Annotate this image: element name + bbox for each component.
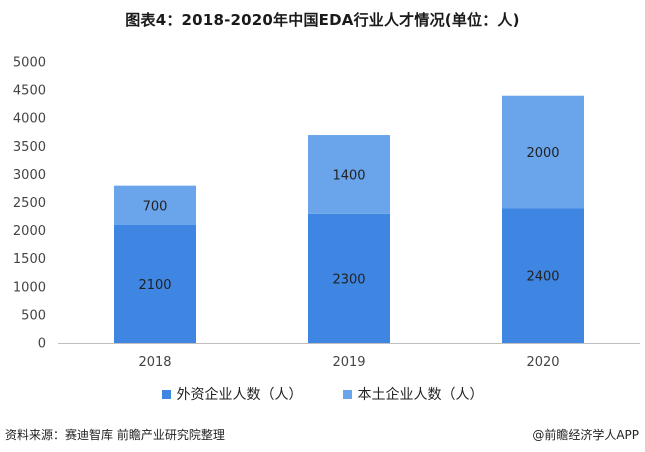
x-tick-label: 2018	[138, 355, 171, 370]
chart-title: 图表4：2018-2020年中国EDA行业人才情况(单位：人)	[125, 11, 520, 29]
legend-swatch-foreign	[161, 389, 171, 399]
y-tick-label: 4500	[13, 84, 46, 99]
bars	[114, 95, 584, 343]
y-axis: 0 500 1000 1500 2000 2500 3000 3500 4000 4500 5000	[13, 56, 46, 352]
credit-note: @前瞻经济学人APP	[532, 428, 639, 442]
bar-2018-series-1	[114, 185, 196, 225]
y-tick-label: 3000	[13, 168, 46, 183]
x-tick-label: 2020	[526, 355, 559, 370]
y-tick-label: 1000	[13, 280, 46, 295]
data-label: 700	[143, 199, 168, 214]
y-tick-label: 2000	[13, 224, 46, 239]
x-tick-label: 2019	[332, 355, 365, 370]
legend-label-domestic: 本土企业人数（人）	[357, 387, 484, 403]
data-label: 1400	[332, 168, 365, 183]
legend-item-foreign: 外资企业人数（人）	[161, 384, 303, 404]
data-label: 2000	[526, 146, 559, 161]
chart-plot: 0 500 1000 1500 2000 2500 3000 3500 4000 4500 5000…	[13, 56, 640, 370]
y-tick-label: 2500	[13, 196, 46, 211]
y-tick-label: 0	[38, 337, 46, 352]
data-labels: 2100 700 2300 1400 2400 2000	[138, 146, 559, 293]
legend-label-foreign: 外资企业人数（人）	[176, 387, 303, 403]
legend: 外资企业人数（人） 本土企业人数（人）	[0, 384, 645, 404]
data-label: 2100	[138, 278, 171, 293]
data-label: 2400	[526, 270, 559, 285]
y-tick-label: 500	[21, 308, 46, 323]
source-note: 资料来源：赛迪智库 前瞻产业研究院整理	[5, 428, 225, 442]
legend-item-domestic: 本土企业人数（人）	[342, 384, 484, 404]
y-tick-label: 3500	[13, 140, 46, 155]
bar-2020-series-1	[502, 95, 584, 209]
bar-2019-series-1	[308, 135, 390, 214]
y-tick-label: 4000	[13, 112, 46, 127]
bar-2019-series-0	[308, 213, 390, 343]
y-tick-label: 1500	[13, 252, 46, 267]
bar-2018-series-0	[114, 224, 196, 343]
data-label: 2300	[332, 272, 365, 287]
bar-2020-series-0	[502, 208, 584, 343]
legend-swatch-domestic	[342, 389, 352, 399]
y-tick-label: 5000	[13, 56, 46, 71]
x-axis: 2018 2019 2020	[58, 343, 640, 370]
